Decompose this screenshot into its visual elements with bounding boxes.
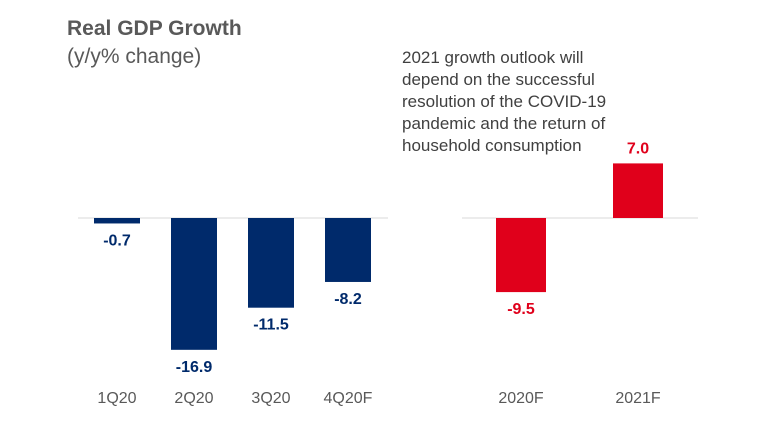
category-label-1Q20: 1Q20	[97, 390, 136, 407]
value-label-2021F: 7.0	[627, 140, 649, 157]
bar-2021F	[613, 163, 663, 218]
category-label-2021F: 2021F	[615, 390, 661, 407]
bar-4Q20F	[325, 218, 371, 282]
chart-title: Real GDP Growth	[67, 17, 242, 40]
bar-1Q20	[94, 218, 140, 224]
value-label-2Q20: -16.9	[176, 359, 213, 376]
category-label-3Q20: 3Q20	[251, 390, 290, 407]
outlook-annotation: 2021 growth outlook will depend on the s…	[402, 48, 607, 155]
value-label-4Q20F: -8.2	[334, 291, 362, 308]
bar-2020F	[496, 218, 546, 293]
value-label-2020F: -9.5	[507, 301, 535, 318]
value-label-3Q20: -11.5	[253, 317, 289, 334]
bar-3Q20	[248, 218, 294, 308]
chart-subtitle: (y/y% change)	[67, 45, 202, 68]
category-label-2020F: 2020F	[498, 390, 544, 407]
value-label-1Q20: -0.7	[103, 232, 131, 249]
category-label-2Q20: 2Q20	[174, 390, 213, 407]
bar-2Q20	[171, 218, 217, 350]
category-label-4Q20F: 4Q20F	[324, 390, 373, 407]
